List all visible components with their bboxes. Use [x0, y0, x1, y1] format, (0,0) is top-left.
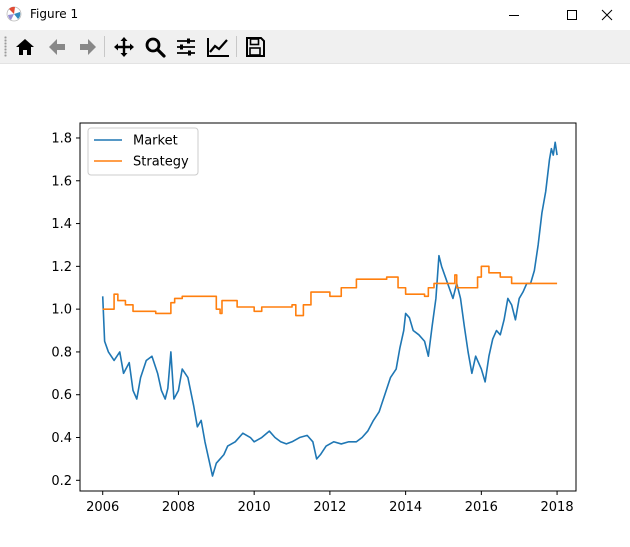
- x-tick-label: 2006: [86, 500, 119, 515]
- y-tick-label: 1.2: [51, 260, 72, 275]
- forward-arrow-icon[interactable]: [75, 34, 101, 60]
- window-title: Figure 1: [30, 7, 79, 21]
- window-titlebar: Figure 1: [0, 0, 630, 30]
- series-line-strategy: [102, 265, 558, 317]
- home-icon[interactable]: [12, 34, 38, 60]
- y-tick-label: 1.6: [51, 174, 72, 189]
- y-tick-label: 0.2: [51, 474, 72, 489]
- matplotlib-icon: [6, 6, 22, 22]
- navigation-toolbar: [0, 30, 630, 64]
- line-chart: 2006 2008 2010 2012 2014 2016 2018 0.2 0.4 0.6 0.8…: [51, 122, 577, 515]
- axes-frame: [79, 122, 577, 492]
- pan-icon[interactable]: [111, 34, 137, 60]
- legend: Market Strategy: [87, 127, 199, 176]
- maximize-icon[interactable]: [549, 0, 595, 30]
- legend-label-strategy: Strategy: [133, 155, 189, 170]
- edit-axis-icon[interactable]: [205, 34, 231, 60]
- x-tick-label: 2014: [389, 500, 422, 515]
- back-arrow-icon[interactable]: [44, 34, 70, 60]
- save-icon[interactable]: [242, 34, 268, 60]
- y-tick-label: 0.6: [51, 388, 72, 403]
- y-tick-label: 1.8: [51, 131, 72, 146]
- subplots-config-icon[interactable]: [173, 34, 199, 60]
- x-tick-label: 2018: [541, 500, 574, 515]
- x-tick-label: 2008: [162, 500, 195, 515]
- minimize-icon[interactable]: [491, 0, 537, 30]
- x-tick-label: 2010: [238, 500, 271, 515]
- x-tick-label: 2012: [313, 500, 346, 515]
- figure-canvas[interactable]: 2006 2008 2010 2012 2014 2016 2018 0.2 0.4 0.6 0.8…: [0, 64, 630, 543]
- toolbar-grip[interactable]: [4, 36, 7, 57]
- y-tick-label: 1.4: [51, 217, 72, 232]
- y-tick-label: 1.0: [51, 303, 72, 318]
- legend-label-market: Market: [133, 134, 178, 149]
- toolbar-separator: [236, 36, 237, 57]
- series-line-market: [101, 141, 558, 477]
- x-tick-label: 2016: [465, 500, 498, 515]
- close-icon[interactable]: [584, 0, 630, 30]
- y-tick-label: 0.8: [51, 345, 72, 360]
- toolbar-separator: [104, 36, 105, 57]
- y-tick-label: 0.4: [51, 431, 72, 446]
- zoom-icon[interactable]: [142, 34, 168, 60]
